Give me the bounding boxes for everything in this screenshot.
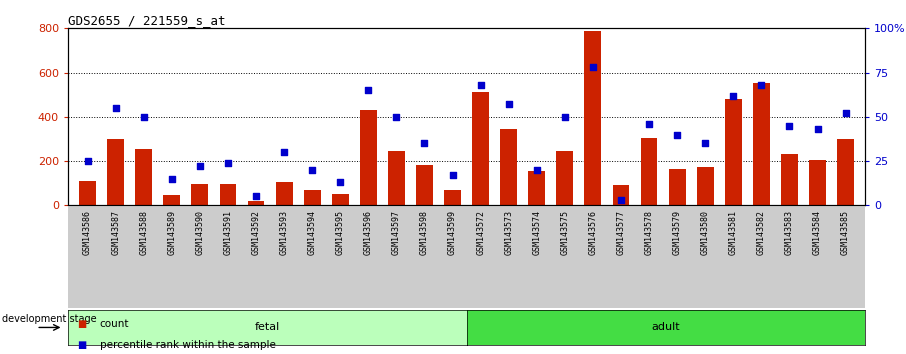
Text: GSM143581: GSM143581 [728,210,737,256]
Bar [809,160,826,205]
Bar [247,201,265,205]
Point [670,132,684,137]
Text: GSM143574: GSM143574 [532,210,541,256]
Text: adult: adult [651,322,680,332]
Bar [697,167,714,205]
Point [249,194,264,199]
Text: GSM143580: GSM143580 [700,210,709,256]
Point [446,172,460,178]
Point [361,87,376,93]
Text: GSM143596: GSM143596 [364,210,373,256]
Point [754,82,768,88]
Bar [135,149,152,205]
Text: GSM143584: GSM143584 [813,210,822,256]
Point [137,114,151,120]
Point [782,123,796,129]
Text: GSM143594: GSM143594 [308,210,317,256]
Text: GSM143591: GSM143591 [224,210,233,256]
Point [613,197,628,203]
Text: GSM143583: GSM143583 [785,210,794,256]
Bar [837,139,854,205]
Text: fetal: fetal [255,322,280,332]
Text: GSM143598: GSM143598 [420,210,429,256]
Bar [584,30,602,205]
Bar [669,169,686,205]
Bar [275,182,293,205]
Text: ■: ■ [77,319,86,329]
Bar [388,151,405,205]
Bar [191,184,208,205]
Point [305,167,320,173]
Bar [444,190,461,205]
Bar [641,138,658,205]
Text: GSM143589: GSM143589 [168,210,177,256]
Text: GSM143587: GSM143587 [111,210,120,256]
Text: GSM143593: GSM143593 [280,210,289,256]
Text: count: count [100,319,130,329]
Point [585,64,600,70]
Text: GSM143577: GSM143577 [616,210,625,256]
Point [165,176,179,182]
Point [810,126,824,132]
Bar [500,129,517,205]
Point [193,164,207,169]
Bar [528,171,545,205]
Text: GSM143575: GSM143575 [560,210,569,256]
Bar [472,92,489,205]
Bar [360,110,377,205]
Text: development stage: development stage [2,314,96,324]
Text: GSM143585: GSM143585 [841,210,850,256]
Point [529,167,544,173]
Point [390,114,404,120]
Text: GSM143579: GSM143579 [672,210,681,256]
Text: ■: ■ [77,340,86,350]
Point [333,179,348,185]
Point [221,160,236,166]
Text: GSM143578: GSM143578 [644,210,653,256]
Point [838,110,853,116]
Point [418,141,432,146]
Bar [107,139,124,205]
Point [726,93,740,98]
Bar [781,154,798,205]
Text: GSM143590: GSM143590 [196,210,205,256]
Bar [219,184,236,205]
Point [641,121,656,127]
Text: GSM143572: GSM143572 [477,210,485,256]
Bar [612,185,630,205]
Bar [304,190,321,205]
Bar [753,82,770,205]
Text: GSM143588: GSM143588 [140,210,149,256]
Point [277,149,292,155]
Point [109,105,123,111]
Bar [556,151,573,205]
Point [473,82,487,88]
Text: GSM143576: GSM143576 [588,210,597,256]
Point [501,102,516,107]
Text: GSM143573: GSM143573 [505,210,513,256]
Text: GSM143592: GSM143592 [252,210,261,256]
Text: GSM143582: GSM143582 [757,210,766,256]
Point [557,114,572,120]
Text: GDS2655 / 221559_s_at: GDS2655 / 221559_s_at [68,14,226,27]
Bar [725,99,742,205]
Bar [332,194,349,205]
Text: GSM143595: GSM143595 [336,210,345,256]
Point [81,158,95,164]
Point [698,141,712,146]
Bar [163,195,180,205]
Bar [79,181,96,205]
Text: GSM143597: GSM143597 [392,210,401,256]
Text: GSM143599: GSM143599 [448,210,457,256]
Text: GSM143586: GSM143586 [83,210,92,256]
Text: percentile rank within the sample: percentile rank within the sample [100,340,275,350]
Bar [416,166,433,205]
